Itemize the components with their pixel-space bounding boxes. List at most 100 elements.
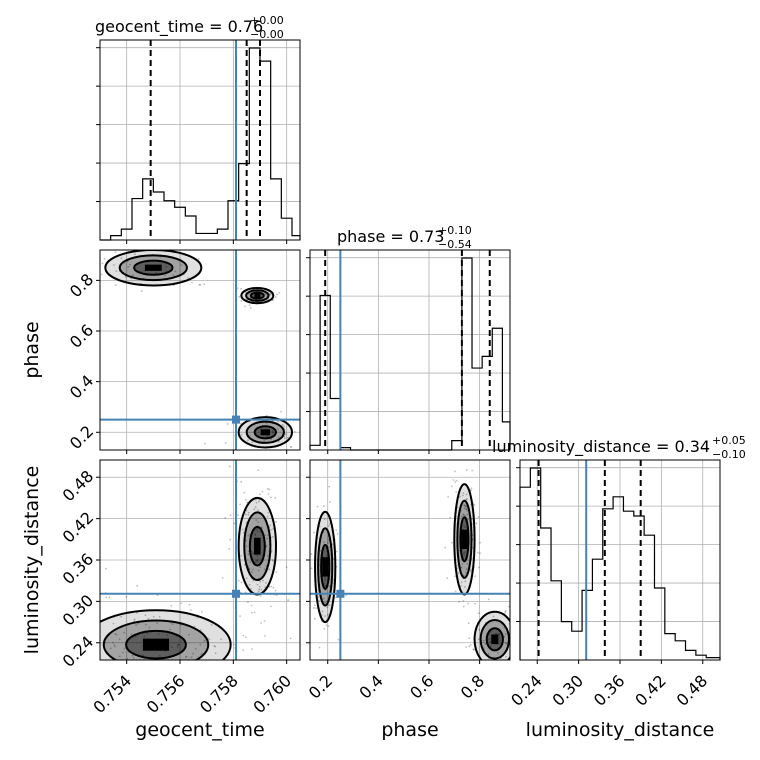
sample-point: [449, 516, 452, 519]
sample-point: [468, 645, 471, 648]
sample-point: [241, 528, 244, 531]
sample-point: [114, 633, 116, 635]
sample-point: [477, 566, 480, 569]
sample-point: [477, 612, 480, 615]
sample-point: [114, 251, 117, 254]
sample-point: [167, 671, 169, 673]
sample-point: [324, 615, 326, 618]
sample-point: [459, 585, 462, 587]
sample-point: [59, 602, 61, 604]
sample-point: [203, 283, 206, 286]
sample-point: [513, 619, 515, 621]
sample-point: [254, 683, 256, 685]
sample-point: [185, 655, 188, 658]
sample-point: [337, 638, 340, 641]
hist-panel-phase: [306, 249, 511, 454]
density-peak: [491, 634, 499, 645]
sample-point: [257, 590, 260, 593]
sample-point: [53, 642, 55, 644]
sample-point: [105, 567, 107, 570]
sample-point: [328, 585, 331, 588]
sample-point: [277, 436, 280, 438]
sample-point: [176, 644, 179, 647]
sample-point: [137, 622, 140, 625]
sample-point: [450, 485, 453, 488]
sample-point: [124, 276, 127, 278]
sample-point: [123, 631, 126, 634]
sample-point: [465, 498, 468, 501]
sample-point: [220, 638, 223, 641]
sample-point: [133, 253, 136, 256]
contour: [237, 416, 294, 449]
x-axis-label-luminosity-distance: luminosity_distance: [526, 719, 715, 741]
y-tick-label: 0.24: [59, 632, 98, 671]
contour: [118, 254, 188, 282]
sample-point: [252, 552, 255, 555]
sample-point: [256, 560, 259, 563]
sample-point: [269, 438, 272, 441]
sample-point: [258, 498, 261, 501]
sample-point: [324, 578, 327, 581]
sample-point: [257, 469, 260, 472]
sample-point: [240, 433, 243, 436]
density-peak: [144, 264, 162, 271]
sample-point: [328, 501, 331, 503]
sample-point: [469, 489, 472, 491]
sample-point: [266, 435, 269, 438]
sample-point: [188, 603, 191, 606]
sample-point: [462, 513, 465, 516]
sample-point: [463, 524, 465, 527]
sample-point: [504, 633, 507, 635]
contour: [473, 610, 510, 660]
sample-point: [200, 610, 203, 613]
x-tick-label: 0.754: [89, 671, 135, 717]
sample-point: [252, 579, 255, 582]
sample-point: [133, 620, 135, 623]
sample-point: [269, 605, 272, 608]
sample-point: [247, 601, 249, 604]
y-tick-label: 0.42: [59, 508, 98, 547]
sample-point: [265, 581, 267, 584]
sample-point: [496, 652, 499, 654]
sample-point: [463, 504, 466, 507]
sample-point: [489, 645, 492, 647]
sample-point: [170, 604, 173, 607]
sample-point: [240, 287, 242, 290]
sample-point: [270, 529, 272, 531]
sample-point: [504, 611, 507, 613]
sample-point: [120, 257, 123, 260]
sample-point: [334, 596, 337, 599]
sample-point: [319, 549, 322, 552]
sample-point: [468, 637, 471, 640]
sample-point: [158, 616, 161, 618]
sample-point: [155, 271, 158, 274]
sample-point: [465, 469, 468, 471]
sample-point: [189, 609, 192, 612]
sample-point: [327, 604, 330, 607]
sample-point: [283, 425, 285, 428]
sample-point: [262, 579, 264, 582]
sample-point: [257, 569, 260, 572]
sample-point: [472, 648, 475, 651]
truth-point: [232, 589, 240, 598]
sample-point: [272, 431, 274, 434]
sample-point: [461, 563, 464, 565]
hist-panel-geocent_time: [96, 39, 301, 244]
contour: [485, 627, 504, 652]
sample-point: [289, 446, 292, 448]
x-tick-label: 0.758: [196, 671, 242, 717]
sample-point: [265, 544, 268, 547]
sample-point: [464, 526, 466, 529]
contour: [245, 289, 270, 302]
sample-point: [149, 680, 151, 682]
sample-point: [324, 576, 327, 579]
sample-point: [281, 423, 284, 426]
sample-point: [465, 508, 468, 510]
sample-point: [112, 622, 115, 625]
sample-point: [277, 420, 280, 423]
sample-point: [267, 534, 270, 537]
sample-point: [242, 649, 245, 652]
sample-point: [256, 559, 259, 561]
sample-point: [131, 654, 134, 657]
sample-point: [466, 498, 468, 500]
